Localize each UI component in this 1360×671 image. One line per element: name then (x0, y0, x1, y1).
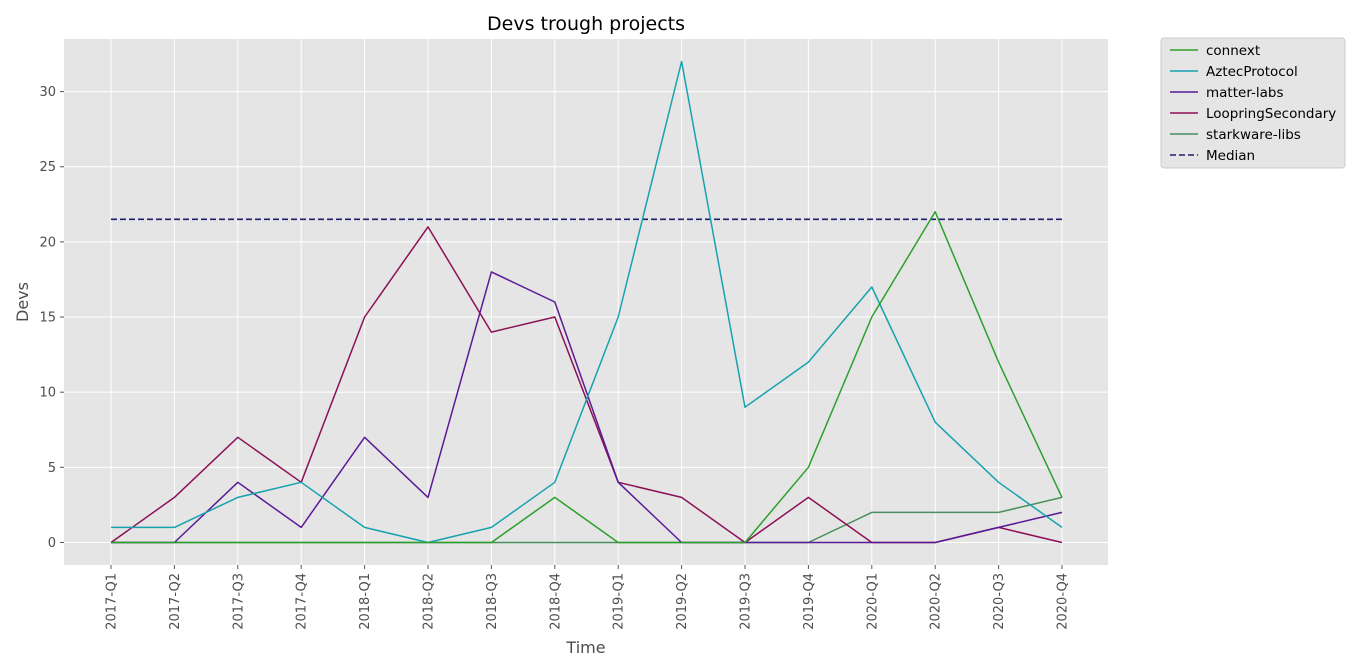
plot-area (64, 39, 1108, 565)
x-axis-title: Time (565, 638, 605, 657)
x-tick-label: 2020-Q2 (929, 573, 944, 630)
legend-label-median: Median (1206, 148, 1255, 164)
series-line-matter-labs (111, 271, 1063, 544)
y-tick-label: 20 (39, 235, 56, 250)
x-axis: 2017-Q1 2017-Q2 2017-Q3 2017-Q4 2018-Q1 2018-… (105, 565, 1071, 630)
y-axis: 0 5 10 15 20 25 30 (39, 85, 64, 551)
y-tick-label: 5 (48, 461, 56, 476)
legend-label-connext: connext (1206, 43, 1260, 59)
legend-label-matter-labs: matter-labs (1206, 85, 1284, 101)
x-tick-label: 2020-Q1 (865, 573, 880, 630)
grid (64, 39, 1108, 565)
x-tick-label: 2018-Q1 (358, 573, 373, 630)
legend: connext AztecProtocol matter-labs LoopringS… (1160, 37, 1346, 169)
x-tick-label: 2020-Q4 (1056, 573, 1071, 630)
y-tick-label: 25 (39, 160, 56, 175)
series-line-connext (111, 211, 1063, 544)
series-layer (110, 60, 1063, 544)
x-tick-label: 2017-Q3 (231, 573, 246, 630)
legend-label-loopringsecondary: LoopringSecondary (1206, 106, 1336, 122)
x-tick-label: 2018-Q3 (485, 573, 500, 630)
legend-label-aztecprotocol: AztecProtocol (1206, 64, 1298, 80)
x-tick-label: 2018-Q4 (548, 573, 563, 630)
x-tick-label: 2017-Q2 (168, 573, 183, 630)
series-line-aztecprotocol (111, 60, 1063, 544)
legend-box (1160, 37, 1346, 169)
y-tick-label: 10 (39, 386, 56, 401)
x-tick-label: 2017-Q4 (295, 573, 310, 630)
x-tick-label: 2019-Q1 (612, 573, 627, 630)
y-axis-title: Devs (13, 282, 32, 322)
x-tick-label: 2020-Q3 (992, 573, 1007, 630)
y-tick-label: 0 (48, 536, 56, 551)
chart-title: Devs trough projects (487, 13, 685, 35)
x-tick-label: 2019-Q4 (802, 573, 817, 630)
x-tick-label: 2018-Q2 (422, 573, 437, 630)
x-tick-label: 2017-Q1 (105, 573, 120, 630)
x-tick-label: 2019-Q2 (675, 573, 690, 630)
y-tick-label: 30 (39, 85, 56, 100)
legend-label-starkware-libs: starkware-libs (1206, 127, 1301, 143)
y-tick-label: 15 (39, 311, 56, 326)
x-tick-label: 2019-Q3 (739, 573, 754, 630)
